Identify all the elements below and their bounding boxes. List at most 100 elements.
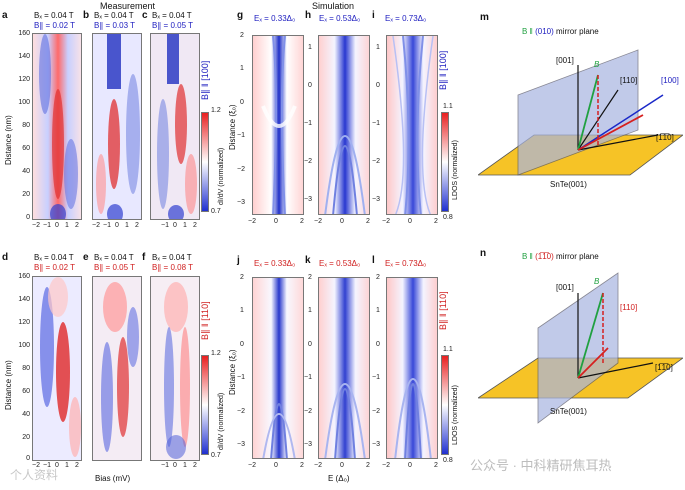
map-f <box>150 276 200 461</box>
diagram-n-001: [001] <box>556 283 574 292</box>
map-c <box>150 33 200 220</box>
cbar-ldos-bottom-min: 0.8 <box>443 457 453 464</box>
panel-label-m: m <box>480 12 489 23</box>
map-g <box>252 35 304 215</box>
panel-j-ez: Eₓ = 0.33Δ₀ <box>254 259 296 268</box>
xi-ticks-i: 1 0 −1 −2 −3 <box>372 44 380 203</box>
map-l <box>386 277 438 459</box>
y-axis-xi-top: Distance (ξ₀) <box>228 104 237 150</box>
bias-ticks-bottom: −2 −1 0 1 2 −1 0 1 2 <box>32 462 197 469</box>
cbar-ldos-top-min: 0.8 <box>443 214 453 221</box>
colorbar-ldos-bottom <box>441 355 449 455</box>
panel-b-bpar: B∥ = 0.03 T <box>94 21 135 30</box>
diagram-m-B: B <box>594 60 600 69</box>
panel-label-f: f <box>142 252 146 263</box>
xi-ticks-l: 2 1 0 −1 −2 −3 <box>372 274 380 448</box>
measurement-header: Measurement <box>100 1 156 11</box>
panel-label-e: e <box>83 252 89 263</box>
top-field-label-sim: B∥ ‖ [100] <box>438 50 448 90</box>
diagram-n-B: B <box>594 277 600 286</box>
watermark-right: 公众号 · 中科精研焦耳热 <box>470 458 612 473</box>
map-j <box>252 277 304 459</box>
cbar-ldos-top-max: 1.1 <box>443 103 453 110</box>
panel-e-bpar: B∥ = 0.05 T <box>94 263 135 272</box>
panel-k-ez: Eₓ = 0.53Δ₀ <box>319 259 361 268</box>
panel-f-bz: Bₓ = 0.04 T <box>152 253 192 262</box>
panel-a-bpar: B∥ = 0.02 T <box>34 21 75 30</box>
diagram-n <box>478 272 683 424</box>
map-b <box>92 33 142 220</box>
panel-label-j: j <box>237 255 240 266</box>
map-e <box>92 276 142 461</box>
diagram-n-title-b: B ‖ <box>522 252 536 261</box>
diagram-m-title-plane: (010) <box>535 27 554 36</box>
cbar-ldos-bottom-max: 1.1 <box>443 346 453 353</box>
bottom-field-label-sim: B∥ ‖ [110] <box>438 291 448 330</box>
diagram-m-title: B ‖ (010) mirror plane <box>522 27 599 36</box>
diagram-n-title: B ‖ (1̅1̅0) mirror plane <box>522 252 599 261</box>
xi-ticks-j: 2 1 0 −1 −2 −3 <box>237 274 245 448</box>
diagram-m-title-suffix: mirror plane <box>553 27 599 36</box>
panel-label-i: i <box>372 10 375 21</box>
diagram-n-title-plane: (1̅1̅0) <box>535 252 554 261</box>
xi-ticks-g: 2 1 0 −1 −2 −3 <box>237 32 245 206</box>
diagram-m-surface: SnTe(001) <box>550 180 587 189</box>
cbar-didv-top-max: 1.2 <box>211 107 221 114</box>
panel-e-bz: Bₓ = 0.04 T <box>94 253 134 262</box>
panel-a-bz: Bₓ = 0.04 T <box>34 11 74 20</box>
panel-h-ez: Eₓ = 0.53Δ₀ <box>319 14 361 23</box>
panel-l-ez: Eₓ = 0.73Δ₀ <box>385 259 427 268</box>
nm-ticks-bottom: 160 140 120 100 80 60 40 20 0 <box>18 273 30 462</box>
panel-g-ez: Eₓ = 0.33Δ₀ <box>254 14 296 23</box>
y-axis-xi-bottom: Distance (ξ₀) <box>228 349 237 395</box>
panel-label-h: h <box>305 10 312 21</box>
panel-c-bz: Bₓ = 0.04 T <box>152 11 192 20</box>
panel-label-a: a <box>2 10 8 21</box>
panel-label-g: g <box>237 10 244 21</box>
diagram-m-100: [100] <box>661 76 679 85</box>
cbar-didv-bottom-max: 1.2 <box>211 350 221 357</box>
panel-label-k: k <box>305 255 311 266</box>
cbar-didv-top-min: 0.7 <box>211 208 221 215</box>
ldos-label-top: LDOS (normalized) <box>452 140 459 200</box>
x-axis-bias: Bias (mV) <box>95 474 131 483</box>
diagram-n-110: [110] <box>620 303 638 312</box>
panel-label-b: b <box>83 10 90 21</box>
xi-ticks-h: 1 0 −1 −2 −3 <box>304 44 312 203</box>
diagram-m-001: [001] <box>556 56 574 65</box>
map-i <box>386 35 438 215</box>
panel-c-bpar: B∥ = 0.05 T <box>152 21 193 30</box>
panel-f-bpar: B∥ = 0.08 T <box>152 263 193 272</box>
bottom-field-label: B∥ ‖ [110] <box>200 301 210 340</box>
map-h <box>318 35 370 215</box>
panel-label-l: l <box>372 255 375 266</box>
diagram-n-surface: SnTe(001) <box>550 407 587 416</box>
simulation-header: Simulation <box>312 1 355 11</box>
ldos-label-bottom: LDOS (normalized) <box>452 385 459 445</box>
panel-label-d: d <box>2 252 9 263</box>
x-axis-energy: E (Δ₀) <box>328 474 350 483</box>
colorbar-ldos-top <box>441 112 449 212</box>
bias-ticks-top: −2 −1 0 1 2 −2 −1 0 1 2 −1 0 1 2 <box>32 222 197 229</box>
xi-ticks-k: 2 1 0 −1 −2 −3 <box>304 274 312 448</box>
diagram-m-title-b: B ‖ <box>522 27 536 36</box>
panel-d-bpar: B∥ = 0.02 T <box>34 263 75 272</box>
top-field-label: B∥ ‖ [100] <box>200 60 210 100</box>
panel-label-c: c <box>142 10 148 21</box>
e-ticks-top: −2 0 2 −2 0 2 −2 0 2 <box>248 218 438 225</box>
panel-d-bz: Bₓ = 0.04 T <box>34 253 74 262</box>
map-k <box>318 277 370 459</box>
diagram-n-title-suffix: mirror plane <box>553 252 599 261</box>
cbar-didv-bottom-min: 0.7 <box>211 452 221 459</box>
map-a <box>32 33 82 220</box>
diagram-m <box>478 49 683 176</box>
panel-label-n: n <box>480 248 487 259</box>
watermark-left: 个人资料 <box>10 468 59 482</box>
panel-b-bz: Bₓ = 0.04 T <box>94 11 134 20</box>
colorbar-didv-top <box>201 112 209 212</box>
diagram-m-1m10: [1̅1̅0] <box>656 133 674 142</box>
didv-label-bottom: dI/dV (normalized) <box>218 392 225 450</box>
panel-i-ez: Eₓ = 0.73Δ₀ <box>385 14 427 23</box>
e-ticks-bottom: −2 0 2 −2 0 2 −2 0 2 <box>248 462 438 469</box>
colorbar-didv-bottom <box>201 355 209 455</box>
